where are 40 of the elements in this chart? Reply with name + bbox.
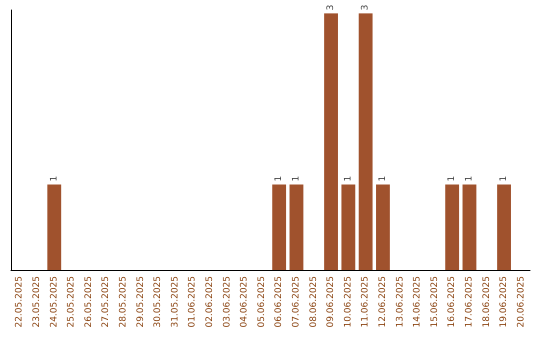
x-tick-label: 25.05.2025 <box>66 276 77 328</box>
x-tick-label: 02.06.2025 <box>204 276 215 328</box>
x-tick-label: 13.06.2025 <box>395 276 406 328</box>
x-tick-label: 09.06.2025 <box>326 276 336 328</box>
x-tick-label: 23.05.2025 <box>32 276 42 328</box>
x-tick-label: 01.06.2025 <box>188 276 198 328</box>
data-label: 1 <box>343 176 354 182</box>
x-tick-label: 22.05.2025 <box>14 276 25 328</box>
x-tick-label: 05.06.2025 <box>256 276 267 328</box>
x-tick-label: 04.06.2025 <box>240 276 250 328</box>
x-tick-label: 12.06.2025 <box>378 276 388 328</box>
x-tick-label: 14.06.2025 <box>412 276 423 328</box>
data-label: 3 <box>326 4 336 10</box>
x-tick-label: 28.05.2025 <box>118 276 128 328</box>
x-tick-label: 27.05.2025 <box>101 276 112 328</box>
x-tick-label: 15.06.2025 <box>430 276 440 328</box>
x-tick-label: 10.06.2025 <box>343 276 354 328</box>
data-label: 1 <box>49 176 60 182</box>
data-label: 1 <box>447 176 458 182</box>
x-tick-label: 24.05.2025 <box>49 276 60 328</box>
x-tick-label: 19.06.2025 <box>499 276 510 328</box>
x-tick-label: 20.06.2025 <box>516 276 526 328</box>
x-tick-label: 06.06.2025 <box>274 276 284 328</box>
data-label: 3 <box>360 4 371 10</box>
x-tick-label: 17.06.2025 <box>464 276 474 328</box>
data-label: 1 <box>464 176 474 182</box>
x-tick-label: 03.06.2025 <box>222 276 232 328</box>
x-tick-label: 11.06.2025 <box>360 276 371 328</box>
x-tick-label: 18.06.2025 <box>482 276 492 328</box>
data-label: 1 <box>274 176 284 182</box>
data-label: 1 <box>499 176 510 182</box>
x-tick-label: 31.05.2025 <box>170 276 180 328</box>
data-label: 1 <box>378 176 388 182</box>
x-tick-label: 26.05.2025 <box>84 276 94 328</box>
x-tick-label: 07.06.2025 <box>291 276 302 328</box>
x-tick-label: 30.05.2025 <box>153 276 164 328</box>
x-tick-label: 16.06.2025 <box>447 276 458 328</box>
x-tick-label: 08.06.2025 <box>308 276 319 328</box>
x-tick-label: 29.05.2025 <box>136 276 146 328</box>
data-label: 1 <box>291 176 302 182</box>
